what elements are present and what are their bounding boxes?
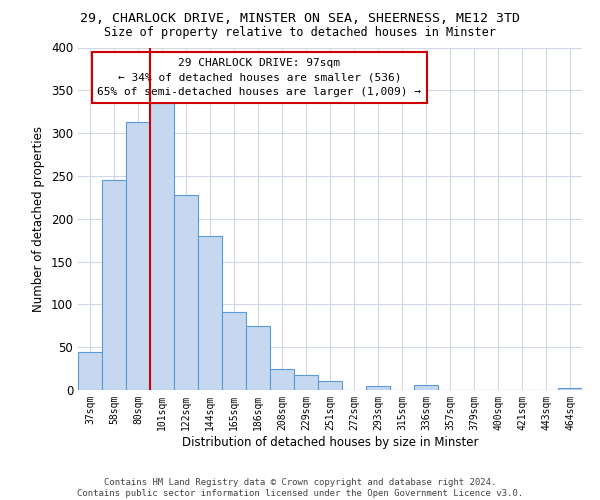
Bar bbox=[270, 368, 294, 390]
Bar bbox=[198, 236, 222, 390]
X-axis label: Distribution of detached houses by size in Minster: Distribution of detached houses by size … bbox=[182, 436, 478, 448]
Bar bbox=[78, 352, 102, 390]
Bar bbox=[126, 122, 150, 390]
Bar bbox=[366, 386, 390, 390]
Bar bbox=[558, 388, 582, 390]
Bar bbox=[414, 385, 438, 390]
Text: Contains HM Land Registry data © Crown copyright and database right 2024.
Contai: Contains HM Land Registry data © Crown c… bbox=[77, 478, 523, 498]
Bar bbox=[174, 195, 198, 390]
Y-axis label: Number of detached properties: Number of detached properties bbox=[32, 126, 46, 312]
Bar bbox=[150, 103, 174, 390]
Bar bbox=[318, 382, 342, 390]
Bar bbox=[294, 374, 318, 390]
Text: 29 CHARLOCK DRIVE: 97sqm
← 34% of detached houses are smaller (536)
65% of semi-: 29 CHARLOCK DRIVE: 97sqm ← 34% of detach… bbox=[97, 58, 421, 98]
Text: 29, CHARLOCK DRIVE, MINSTER ON SEA, SHEERNESS, ME12 3TD: 29, CHARLOCK DRIVE, MINSTER ON SEA, SHEE… bbox=[80, 12, 520, 26]
Bar bbox=[102, 180, 126, 390]
Text: Size of property relative to detached houses in Minster: Size of property relative to detached ho… bbox=[104, 26, 496, 39]
Bar bbox=[246, 326, 270, 390]
Bar bbox=[222, 312, 246, 390]
